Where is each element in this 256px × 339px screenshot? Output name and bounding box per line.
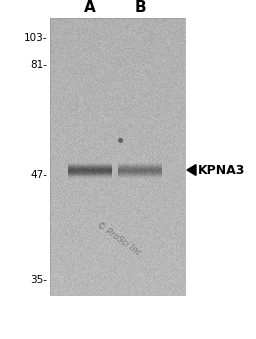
Text: A: A <box>84 0 96 15</box>
Text: © ProSci Inc.: © ProSci Inc. <box>95 221 145 259</box>
Text: 35-: 35- <box>30 275 47 285</box>
Text: 81-: 81- <box>30 60 47 70</box>
Text: 103-: 103- <box>24 33 47 43</box>
Text: 47-: 47- <box>30 170 47 180</box>
Bar <box>50 18 185 295</box>
Polygon shape <box>187 165 196 175</box>
Text: KPNA3: KPNA3 <box>198 163 245 177</box>
Text: B: B <box>134 0 146 15</box>
